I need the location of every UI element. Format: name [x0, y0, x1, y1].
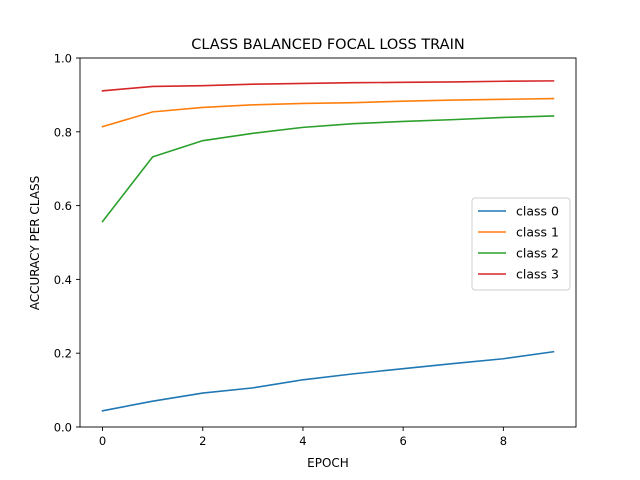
plot-frame	[79, 57, 577, 428]
legend: class 0 class 1 class 2 class 3	[471, 197, 571, 291]
legend-label: class 2	[516, 246, 559, 261]
x-axis-label: EPOCH	[307, 456, 349, 470]
x-tick-label: 0	[99, 434, 106, 448]
y-tick-label: 0.2	[54, 347, 72, 361]
legend-label: class 1	[516, 225, 559, 240]
y-axis-label: ACCURACY PER CLASS	[28, 176, 42, 310]
plot-area: 0 2 4 6 8 0.0 0.2 0.4 0.6 0.8 1.0	[54, 52, 577, 448]
y-tick-label: 0.4	[54, 273, 72, 287]
y-tick-label: 0.8	[54, 125, 72, 139]
y-tick-label: 0.0	[54, 421, 72, 435]
y-tick-label: 0.6	[54, 199, 72, 213]
x-tick-label: 2	[199, 434, 206, 448]
chart-title: CLASS BALANCED FOCAL LOSS TRAIN	[191, 37, 464, 53]
x-tick-label: 8	[500, 434, 507, 448]
x-tick-label: 6	[399, 434, 406, 448]
y-tick-label: 1.0	[54, 52, 72, 66]
series-line-class-0	[101, 350, 555, 412]
series-line-class-2	[101, 115, 555, 223]
series-line-class-1	[101, 97, 555, 128]
x-tick-label: 4	[299, 434, 306, 448]
legend-box	[471, 197, 571, 291]
legend-label: class 3	[516, 267, 559, 282]
legend-label: class 0	[516, 204, 559, 219]
series-line-class-3	[101, 80, 555, 92]
